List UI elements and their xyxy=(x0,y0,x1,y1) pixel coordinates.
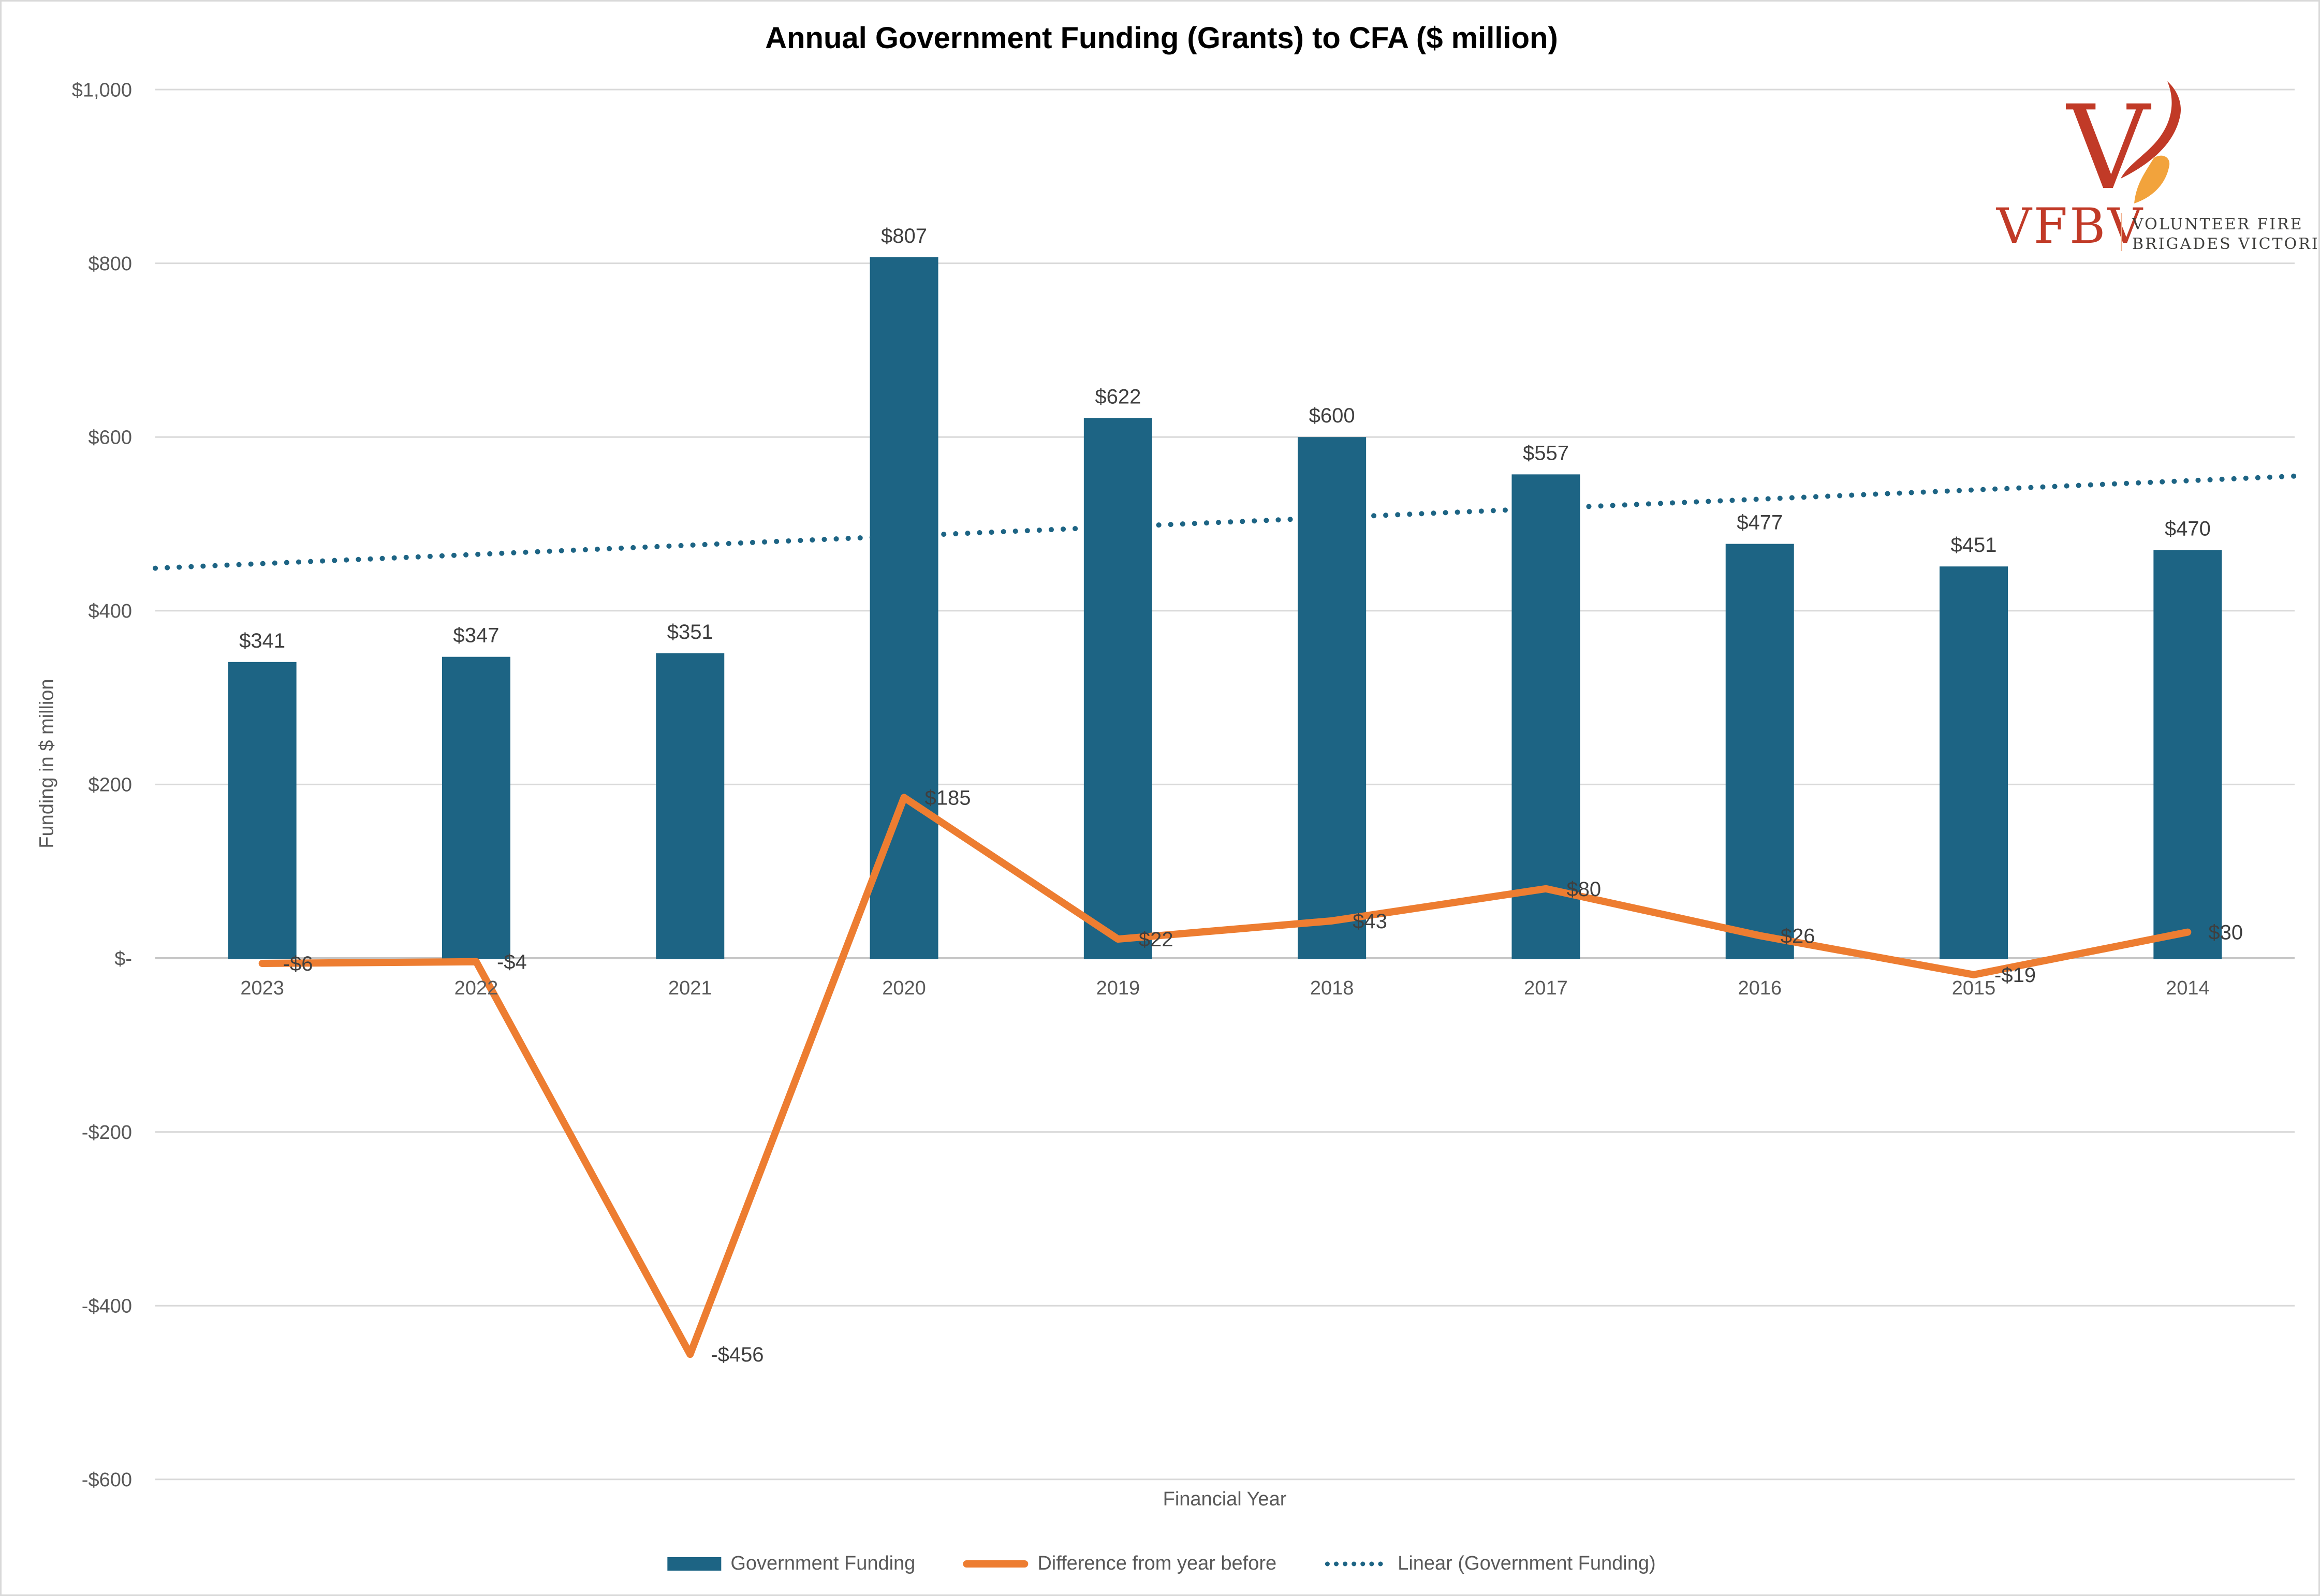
bar-value-label: $557 xyxy=(1523,442,1569,464)
bar-2020 xyxy=(870,257,938,959)
y-tick-label: $400 xyxy=(88,601,132,622)
line-value-label: $22 xyxy=(1139,928,1173,951)
bar-2021 xyxy=(656,653,725,959)
y-tick-label: $200 xyxy=(88,774,132,796)
legend-item-government-funding: Government Funding xyxy=(667,1553,915,1575)
trendline xyxy=(153,473,2297,571)
x-tick-label: 2018 xyxy=(1310,977,1354,999)
legend-item-difference: Difference from year before xyxy=(963,1553,1276,1575)
chart-title: Annual Government Funding (Grants) to CF… xyxy=(765,21,1558,55)
x-tick-label: 2017 xyxy=(1524,977,1568,999)
vfbv-flame-icon: V xyxy=(2066,80,2181,210)
legend-label: Linear (Government Funding) xyxy=(1398,1553,1656,1574)
line-value-label: $30 xyxy=(2208,921,2243,944)
x-tick-label: 2019 xyxy=(1096,977,1140,999)
line-swatch-icon xyxy=(963,1560,1029,1568)
svg-text:V: V xyxy=(2066,80,2152,210)
x-tick-label: 2015 xyxy=(1952,977,1996,999)
bar-value-label: $451 xyxy=(1951,534,1997,557)
y-tick-label: $1,000 xyxy=(72,79,132,101)
bar-value-label: $347 xyxy=(453,624,499,647)
legend-label: Government Funding xyxy=(730,1553,916,1574)
logo-org-name: VOLUNTEER FIRE BRIGADES VICTORIA xyxy=(2132,215,2320,254)
bar-2015 xyxy=(1940,566,2008,959)
logo-divider xyxy=(2121,213,2122,251)
line-value-label: -$19 xyxy=(1994,964,2036,987)
bar-2022 xyxy=(442,656,510,959)
legend-label: Difference from year before xyxy=(1037,1553,1277,1574)
bar-2016 xyxy=(1725,544,1794,959)
bar-2018 xyxy=(1298,437,1367,959)
y-tick-label: -$400 xyxy=(82,1296,132,1317)
bar-value-label: $807 xyxy=(881,225,927,247)
bar-value-label: $600 xyxy=(1309,404,1355,427)
bar-value-label: $351 xyxy=(667,621,713,643)
bar-swatch-icon xyxy=(667,1557,722,1571)
y-tick-label: $- xyxy=(114,948,132,970)
bar-2023 xyxy=(228,662,297,959)
x-tick-label: 2021 xyxy=(668,977,712,999)
bar-value-label: $477 xyxy=(1737,511,1783,534)
logo-org-line1: VOLUNTEER FIRE xyxy=(2132,215,2303,233)
x-tick-label: 2022 xyxy=(454,977,498,999)
y-tick-label: $600 xyxy=(88,427,132,449)
x-tick-label: 2014 xyxy=(2166,977,2210,999)
difference-line xyxy=(258,794,2192,1358)
y-tick-label: -$600 xyxy=(82,1469,132,1491)
line-value-label: $26 xyxy=(1781,925,1815,947)
bar-value-label: $470 xyxy=(2165,517,2211,540)
legend: Government Funding Difference from year … xyxy=(667,1553,1656,1575)
x-tick-label: 2016 xyxy=(1738,977,1782,999)
logo-abbr-text: VFBV xyxy=(1996,198,2145,255)
line-value-label: -$4 xyxy=(497,951,527,974)
bar-value-label: $622 xyxy=(1095,385,1141,408)
x-axis-title: Financial Year xyxy=(1163,1488,1287,1510)
bar-2019 xyxy=(1083,418,1152,960)
logo-org-line2: BRIGADES VICTORIA xyxy=(2132,235,2320,253)
line-value-label: $80 xyxy=(1566,878,1601,901)
bar-2017 xyxy=(1511,474,1580,959)
vfbv-logo: V VFBV VOLUNTEER FIRE BRIGADES VICTORIA xyxy=(1989,79,2318,266)
x-tick-label: 2020 xyxy=(882,977,926,999)
line-value-label: $43 xyxy=(1353,910,1387,933)
y-tick-label: $800 xyxy=(88,253,132,275)
y-tick-label: -$200 xyxy=(82,1122,132,1144)
line-value-label: $185 xyxy=(925,787,971,810)
line-value-label: -$456 xyxy=(711,1343,763,1366)
bar-2014 xyxy=(2153,550,2222,959)
line-value-label: -$6 xyxy=(283,953,313,975)
dotted-line-swatch-icon xyxy=(1325,1561,1389,1566)
bar-value-label: $341 xyxy=(239,629,285,652)
x-tick-label: 2023 xyxy=(240,977,284,999)
legend-item-linear-trend: Linear (Government Funding) xyxy=(1324,1553,1656,1575)
